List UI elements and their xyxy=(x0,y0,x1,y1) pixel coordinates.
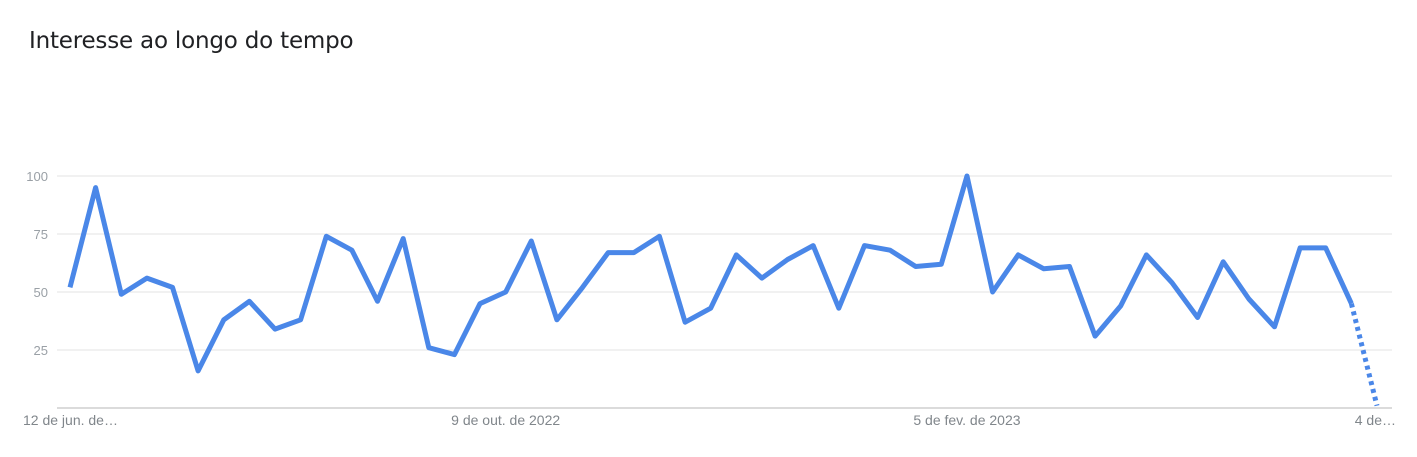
data-point-3[interactable] xyxy=(141,272,153,284)
data-point-11[interactable] xyxy=(346,244,358,256)
data-point-32[interactable] xyxy=(884,244,896,256)
data-point-17[interactable] xyxy=(500,286,512,298)
gridlines xyxy=(57,175,1392,351)
data-point-12[interactable] xyxy=(372,295,384,307)
data-point-6[interactable] xyxy=(218,314,230,326)
data-point-13[interactable] xyxy=(397,233,409,245)
data-point-27[interactable] xyxy=(756,272,768,284)
data-point-20[interactable] xyxy=(577,281,589,293)
data-point-5[interactable] xyxy=(192,365,204,377)
data-point-21[interactable] xyxy=(602,247,614,259)
data-point-47[interactable] xyxy=(1268,321,1280,333)
data-point-18[interactable] xyxy=(525,235,537,247)
x-tick-label-2: 5 de fev. de 2023 xyxy=(913,412,1020,428)
data-point-10[interactable] xyxy=(320,230,332,242)
series-line-partial[interactable] xyxy=(1348,302,1380,407)
x-axis-ticks: 12 de jun. de… 9 de out. de 2022 5 de fev.… xyxy=(23,412,1396,428)
data-point-41[interactable] xyxy=(1115,300,1127,312)
series-group[interactable] xyxy=(64,170,1383,412)
y-tick-label-25: 25 xyxy=(34,343,48,358)
data-point-46[interactable] xyxy=(1243,293,1255,305)
data-point-51[interactable] xyxy=(1371,400,1383,412)
data-point-31[interactable] xyxy=(858,240,870,252)
data-point-37[interactable] xyxy=(1012,249,1024,261)
y-tick-label-50: 50 xyxy=(34,285,48,300)
data-point-1[interactable] xyxy=(90,182,102,194)
data-point-50[interactable] xyxy=(1345,298,1357,310)
data-point-40[interactable] xyxy=(1089,330,1101,342)
data-point-25[interactable] xyxy=(705,302,717,314)
data-point-24[interactable] xyxy=(679,316,691,328)
data-point-15[interactable] xyxy=(448,349,460,361)
data-point-4[interactable] xyxy=(167,281,179,293)
data-point-49[interactable] xyxy=(1320,242,1332,254)
data-point-38[interactable] xyxy=(1038,263,1050,275)
y-tick-label-75: 75 xyxy=(34,227,48,242)
data-point-35[interactable] xyxy=(961,170,973,182)
data-point-42[interactable] xyxy=(1140,249,1152,261)
data-point-44[interactable] xyxy=(1192,312,1204,324)
data-point-45[interactable] xyxy=(1217,256,1229,268)
data-point-2[interactable] xyxy=(115,288,127,300)
data-point-28[interactable] xyxy=(782,254,794,266)
data-point-23[interactable] xyxy=(653,230,665,242)
data-point-43[interactable] xyxy=(1166,277,1178,289)
data-point-22[interactable] xyxy=(628,247,640,259)
y-axis-ticks: 25 50 75 100 xyxy=(26,169,48,358)
series-line[interactable] xyxy=(67,173,1354,374)
x-tick-label-1: 9 de out. de 2022 xyxy=(451,412,560,428)
data-point-16[interactable] xyxy=(474,298,486,310)
data-point-29[interactable] xyxy=(807,240,819,252)
data-point-30[interactable] xyxy=(833,302,845,314)
data-point-26[interactable] xyxy=(730,249,742,261)
chart-title: Interesse ao longo do tempo xyxy=(29,28,354,54)
data-point-0[interactable] xyxy=(64,281,76,293)
data-point-36[interactable] xyxy=(987,286,999,298)
y-tick-label-100: 100 xyxy=(26,169,48,184)
x-tick-label-3: 4 de… xyxy=(1355,412,1396,428)
data-point-7[interactable] xyxy=(243,295,255,307)
x-tick-label-0: 12 de jun. de… xyxy=(23,412,118,428)
data-point-19[interactable] xyxy=(551,314,563,326)
data-point-8[interactable] xyxy=(269,323,281,335)
data-point-34[interactable] xyxy=(935,258,947,270)
data-point-39[interactable] xyxy=(1063,260,1075,272)
data-point-9[interactable] xyxy=(295,314,307,326)
data-point-48[interactable] xyxy=(1294,242,1306,254)
data-point-33[interactable] xyxy=(910,260,922,272)
data-point-14[interactable] xyxy=(423,342,435,354)
